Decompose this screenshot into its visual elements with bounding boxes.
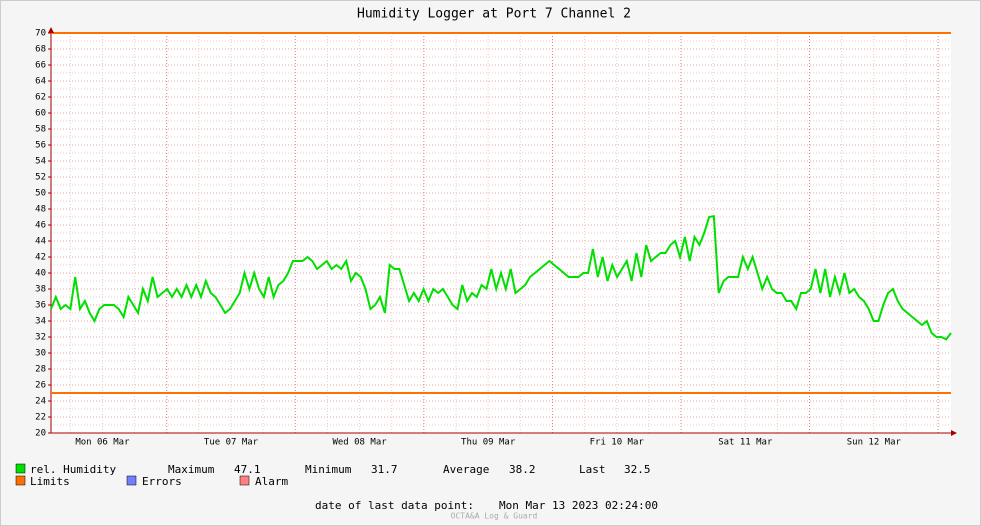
legend-label: rel. Humidity — [30, 463, 116, 476]
legend-swatch — [126, 475, 137, 486]
y-tick-label: 56 — [35, 141, 46, 151]
y-tick-label: 66 — [35, 61, 46, 71]
y-tick-label: 58 — [35, 125, 46, 135]
stat-value: 38.2 — [509, 463, 536, 476]
y-tick-label: 64 — [35, 77, 46, 87]
chart-title: Humidity Logger at Port 7 Channel 2 — [357, 7, 631, 22]
stat-label: Maximum — [168, 463, 215, 476]
y-tick-label: 68 — [35, 45, 46, 55]
data-line — [50, 215, 952, 341]
x-tick-label: Sun 12 Mar — [847, 438, 902, 448]
y-tick-label: 26 — [35, 381, 46, 391]
y-tick-label: 42 — [35, 253, 46, 263]
stat-label: Last — [579, 463, 606, 476]
footer-value: Mon Mar 13 2023 02:24:00 — [499, 499, 658, 512]
y-tick-label: 40 — [35, 269, 46, 279]
y-tick-label: 48 — [35, 205, 46, 215]
y-tick-label: 38 — [35, 285, 46, 295]
marks — [50, 32, 952, 394]
legend-label: Limits — [30, 475, 70, 488]
legend-label: Alarm — [255, 475, 288, 488]
y-tick-label: 52 — [35, 173, 46, 183]
stat-value: 31.7 — [371, 463, 398, 476]
x-tick-label: Thu 09 Mar — [461, 438, 516, 448]
y-tick-label: 54 — [35, 157, 46, 167]
y-tick-label: 46 — [35, 221, 46, 231]
y-tick-label: 44 — [35, 237, 46, 247]
y-tick-label: 28 — [35, 365, 46, 375]
stat-value: 32.5 — [624, 463, 651, 476]
x-tick-label: Sat 11 Mar — [718, 438, 773, 448]
x-arrow — [951, 430, 957, 436]
y-tick-label: 70 — [35, 29, 46, 39]
y-tick-label: 32 — [35, 333, 46, 343]
x-tick-label: Wed 08 Mar — [332, 438, 387, 448]
x-tick-label: Fri 10 Mar — [590, 438, 645, 448]
legend-label: Errors — [142, 475, 182, 488]
y-tick-label: 36 — [35, 301, 46, 311]
y-tick-label: 60 — [35, 109, 46, 119]
stat-label: Minimum — [305, 463, 352, 476]
y-tick-label: 24 — [35, 397, 46, 407]
y-tick-label: 22 — [35, 413, 46, 423]
y-tick-label: 30 — [35, 349, 46, 359]
x-tick-label: Tue 07 Mar — [204, 438, 259, 448]
y-tick-label: 20 — [35, 429, 46, 439]
legend-swatch — [15, 475, 26, 486]
y-arrow — [48, 27, 54, 33]
x-tick-label: Mon 06 Mar — [75, 438, 130, 448]
stat-label: Average — [443, 463, 489, 476]
y-tick-label: 50 — [35, 189, 46, 199]
stat-value: 47.1 — [234, 463, 261, 476]
watermark: OCTA&A Log & Guard — [451, 512, 538, 521]
y-tick-label: 34 — [35, 317, 46, 327]
legend-swatch — [15, 463, 26, 474]
footer-label: date of last data point: — [315, 499, 474, 512]
legend-swatch — [239, 475, 250, 486]
y-tick-label: 62 — [35, 93, 46, 103]
